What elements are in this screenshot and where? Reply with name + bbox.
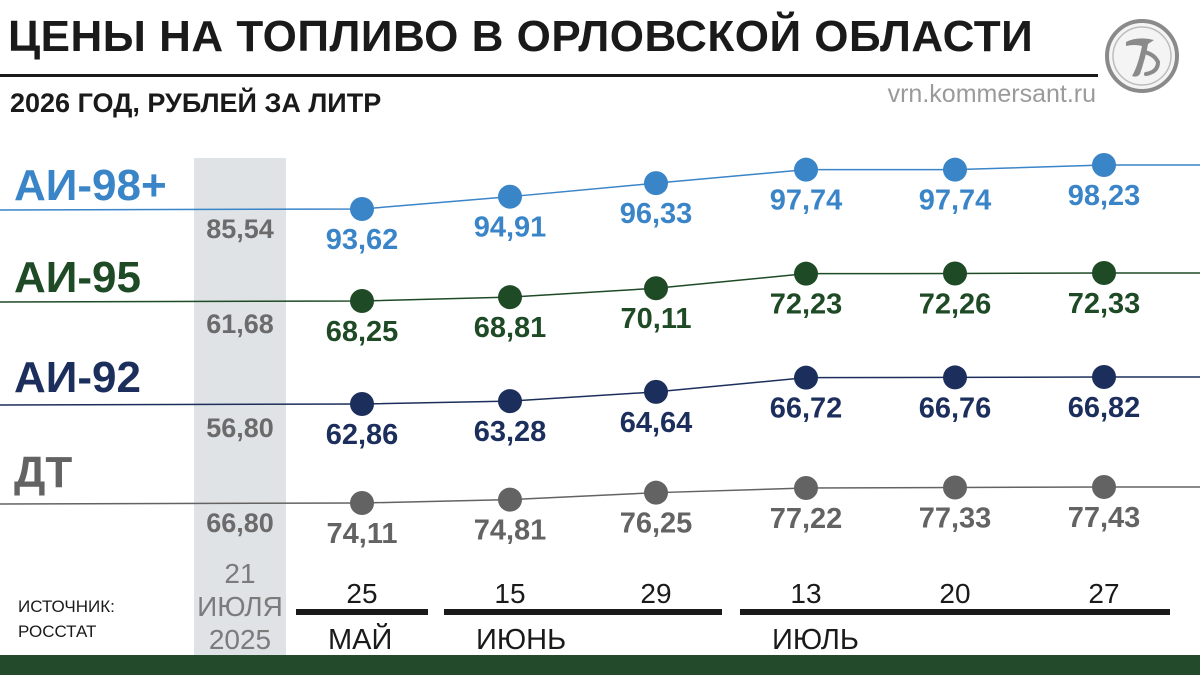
data-label-1-4: 72,26 bbox=[919, 288, 992, 320]
data-point-2-2 bbox=[644, 379, 668, 404]
source-name: РОССТАТ bbox=[18, 622, 97, 641]
data-label-0-4: 97,74 bbox=[919, 185, 992, 217]
series-line-3 bbox=[0, 486, 1200, 505]
series-line-0 bbox=[0, 164, 1200, 211]
data-point-0-5 bbox=[1092, 153, 1116, 177]
data-point-2-5 bbox=[1092, 365, 1116, 389]
baseline-value-3: 66,80 bbox=[206, 508, 274, 538]
data-point-1-5 bbox=[1092, 261, 1116, 285]
data-label-2-5: 66,82 bbox=[1068, 392, 1141, 424]
month-label-1: ИЮНЬ bbox=[476, 624, 566, 656]
data-label-0-2: 96,33 bbox=[620, 198, 693, 230]
data-point-3-1 bbox=[498, 487, 522, 512]
month-underline-1 bbox=[444, 609, 722, 615]
data-point-0-4 bbox=[943, 157, 967, 182]
x-tick-label-3: 13 bbox=[790, 578, 821, 609]
site-url: vrn.kommersant.ru bbox=[887, 80, 1096, 108]
data-point-2-3 bbox=[794, 365, 818, 390]
month-label-2: ИЮЛЬ bbox=[772, 624, 859, 656]
data-label-0-1: 94,91 bbox=[474, 212, 547, 244]
baseline-date-line-2: 2025 bbox=[209, 624, 271, 655]
series-name-3: ДТ bbox=[14, 448, 72, 497]
data-label-1-5: 72,33 bbox=[1068, 288, 1141, 320]
data-point-1-2 bbox=[644, 276, 668, 301]
data-label-3-5: 77,43 bbox=[1068, 502, 1141, 534]
data-label-3-4: 77,33 bbox=[919, 502, 992, 534]
data-point-0-0 bbox=[350, 197, 374, 221]
data-point-3-0 bbox=[350, 491, 374, 515]
data-label-2-0: 62,86 bbox=[326, 419, 399, 451]
data-label-0-5: 98,23 bbox=[1068, 180, 1141, 212]
x-tick-label-1: 15 bbox=[494, 578, 525, 609]
data-point-3-5 bbox=[1092, 475, 1116, 499]
data-label-1-0: 68,25 bbox=[326, 316, 399, 348]
data-label-2-3: 66,72 bbox=[770, 393, 843, 425]
data-label-3-3: 77,22 bbox=[770, 503, 843, 535]
chart-title: ЦЕНЫ НА ТОПЛИВО В ОРЛОВСКОЙ ОБЛАСТИ bbox=[8, 12, 1034, 61]
data-label-0-0: 93,62 bbox=[326, 224, 399, 256]
data-label-3-2: 76,25 bbox=[620, 508, 693, 540]
data-point-1-3 bbox=[794, 261, 818, 286]
data-point-3-4 bbox=[943, 475, 967, 500]
baseline-date-line-1: ИЮЛЯ bbox=[197, 591, 283, 622]
baseline-value-0: 85,54 bbox=[206, 214, 274, 244]
data-label-3-1: 74,81 bbox=[474, 515, 547, 547]
baseline-value-1: 61,68 bbox=[206, 309, 274, 339]
data-point-0-2 bbox=[644, 171, 668, 196]
data-point-0-1 bbox=[498, 184, 522, 209]
data-label-1-1: 68,81 bbox=[474, 312, 547, 344]
data-point-3-3 bbox=[794, 476, 818, 501]
data-label-3-0: 74,11 bbox=[327, 518, 398, 550]
month-underline-2 bbox=[740, 609, 1170, 615]
data-label-2-4: 66,76 bbox=[919, 392, 992, 424]
series-line-1 bbox=[0, 272, 1200, 303]
chart-subtitle: 2026 ГОД, РУБЛЕЙ ЗА ЛИТР bbox=[10, 88, 382, 118]
data-point-2-4 bbox=[943, 365, 967, 390]
month-underline-0 bbox=[296, 609, 428, 615]
data-label-1-2: 70,11 bbox=[621, 303, 692, 335]
data-label-1-3: 72,23 bbox=[770, 289, 843, 321]
data-point-3-2 bbox=[644, 480, 668, 505]
x-tick-label-4: 20 bbox=[939, 578, 970, 609]
footer-bar bbox=[0, 655, 1200, 675]
x-tick-label-2: 29 bbox=[640, 578, 671, 609]
baseline-column bbox=[194, 158, 286, 655]
data-label-2-1: 63,28 bbox=[474, 416, 547, 448]
kommersant-logo-icon bbox=[1105, 19, 1179, 93]
data-point-1-1 bbox=[498, 285, 522, 310]
series-name-2: АИ-92 bbox=[14, 353, 141, 402]
data-label-2-2: 64,64 bbox=[620, 407, 693, 439]
data-point-0-3 bbox=[794, 157, 818, 182]
data-point-2-1 bbox=[498, 389, 522, 414]
baseline-date-line-0: 21 bbox=[224, 558, 255, 589]
x-tick-label-5: 27 bbox=[1088, 578, 1119, 609]
data-point-1-4 bbox=[943, 261, 967, 286]
series-name-1: АИ-95 bbox=[14, 253, 141, 302]
x-tick-label-0: 25 bbox=[346, 578, 377, 609]
data-point-1-0 bbox=[350, 289, 374, 313]
title-divider bbox=[0, 74, 1098, 77]
data-label-0-3: 97,74 bbox=[770, 185, 843, 217]
series-line-2 bbox=[0, 376, 1200, 406]
series-name-0: АИ-98+ bbox=[14, 161, 167, 210]
data-point-2-0 bbox=[350, 392, 374, 416]
month-label-0: МАЙ bbox=[328, 622, 392, 656]
baseline-value-2: 56,80 bbox=[206, 413, 274, 443]
source-label: ИСТОЧНИК: bbox=[18, 597, 115, 616]
